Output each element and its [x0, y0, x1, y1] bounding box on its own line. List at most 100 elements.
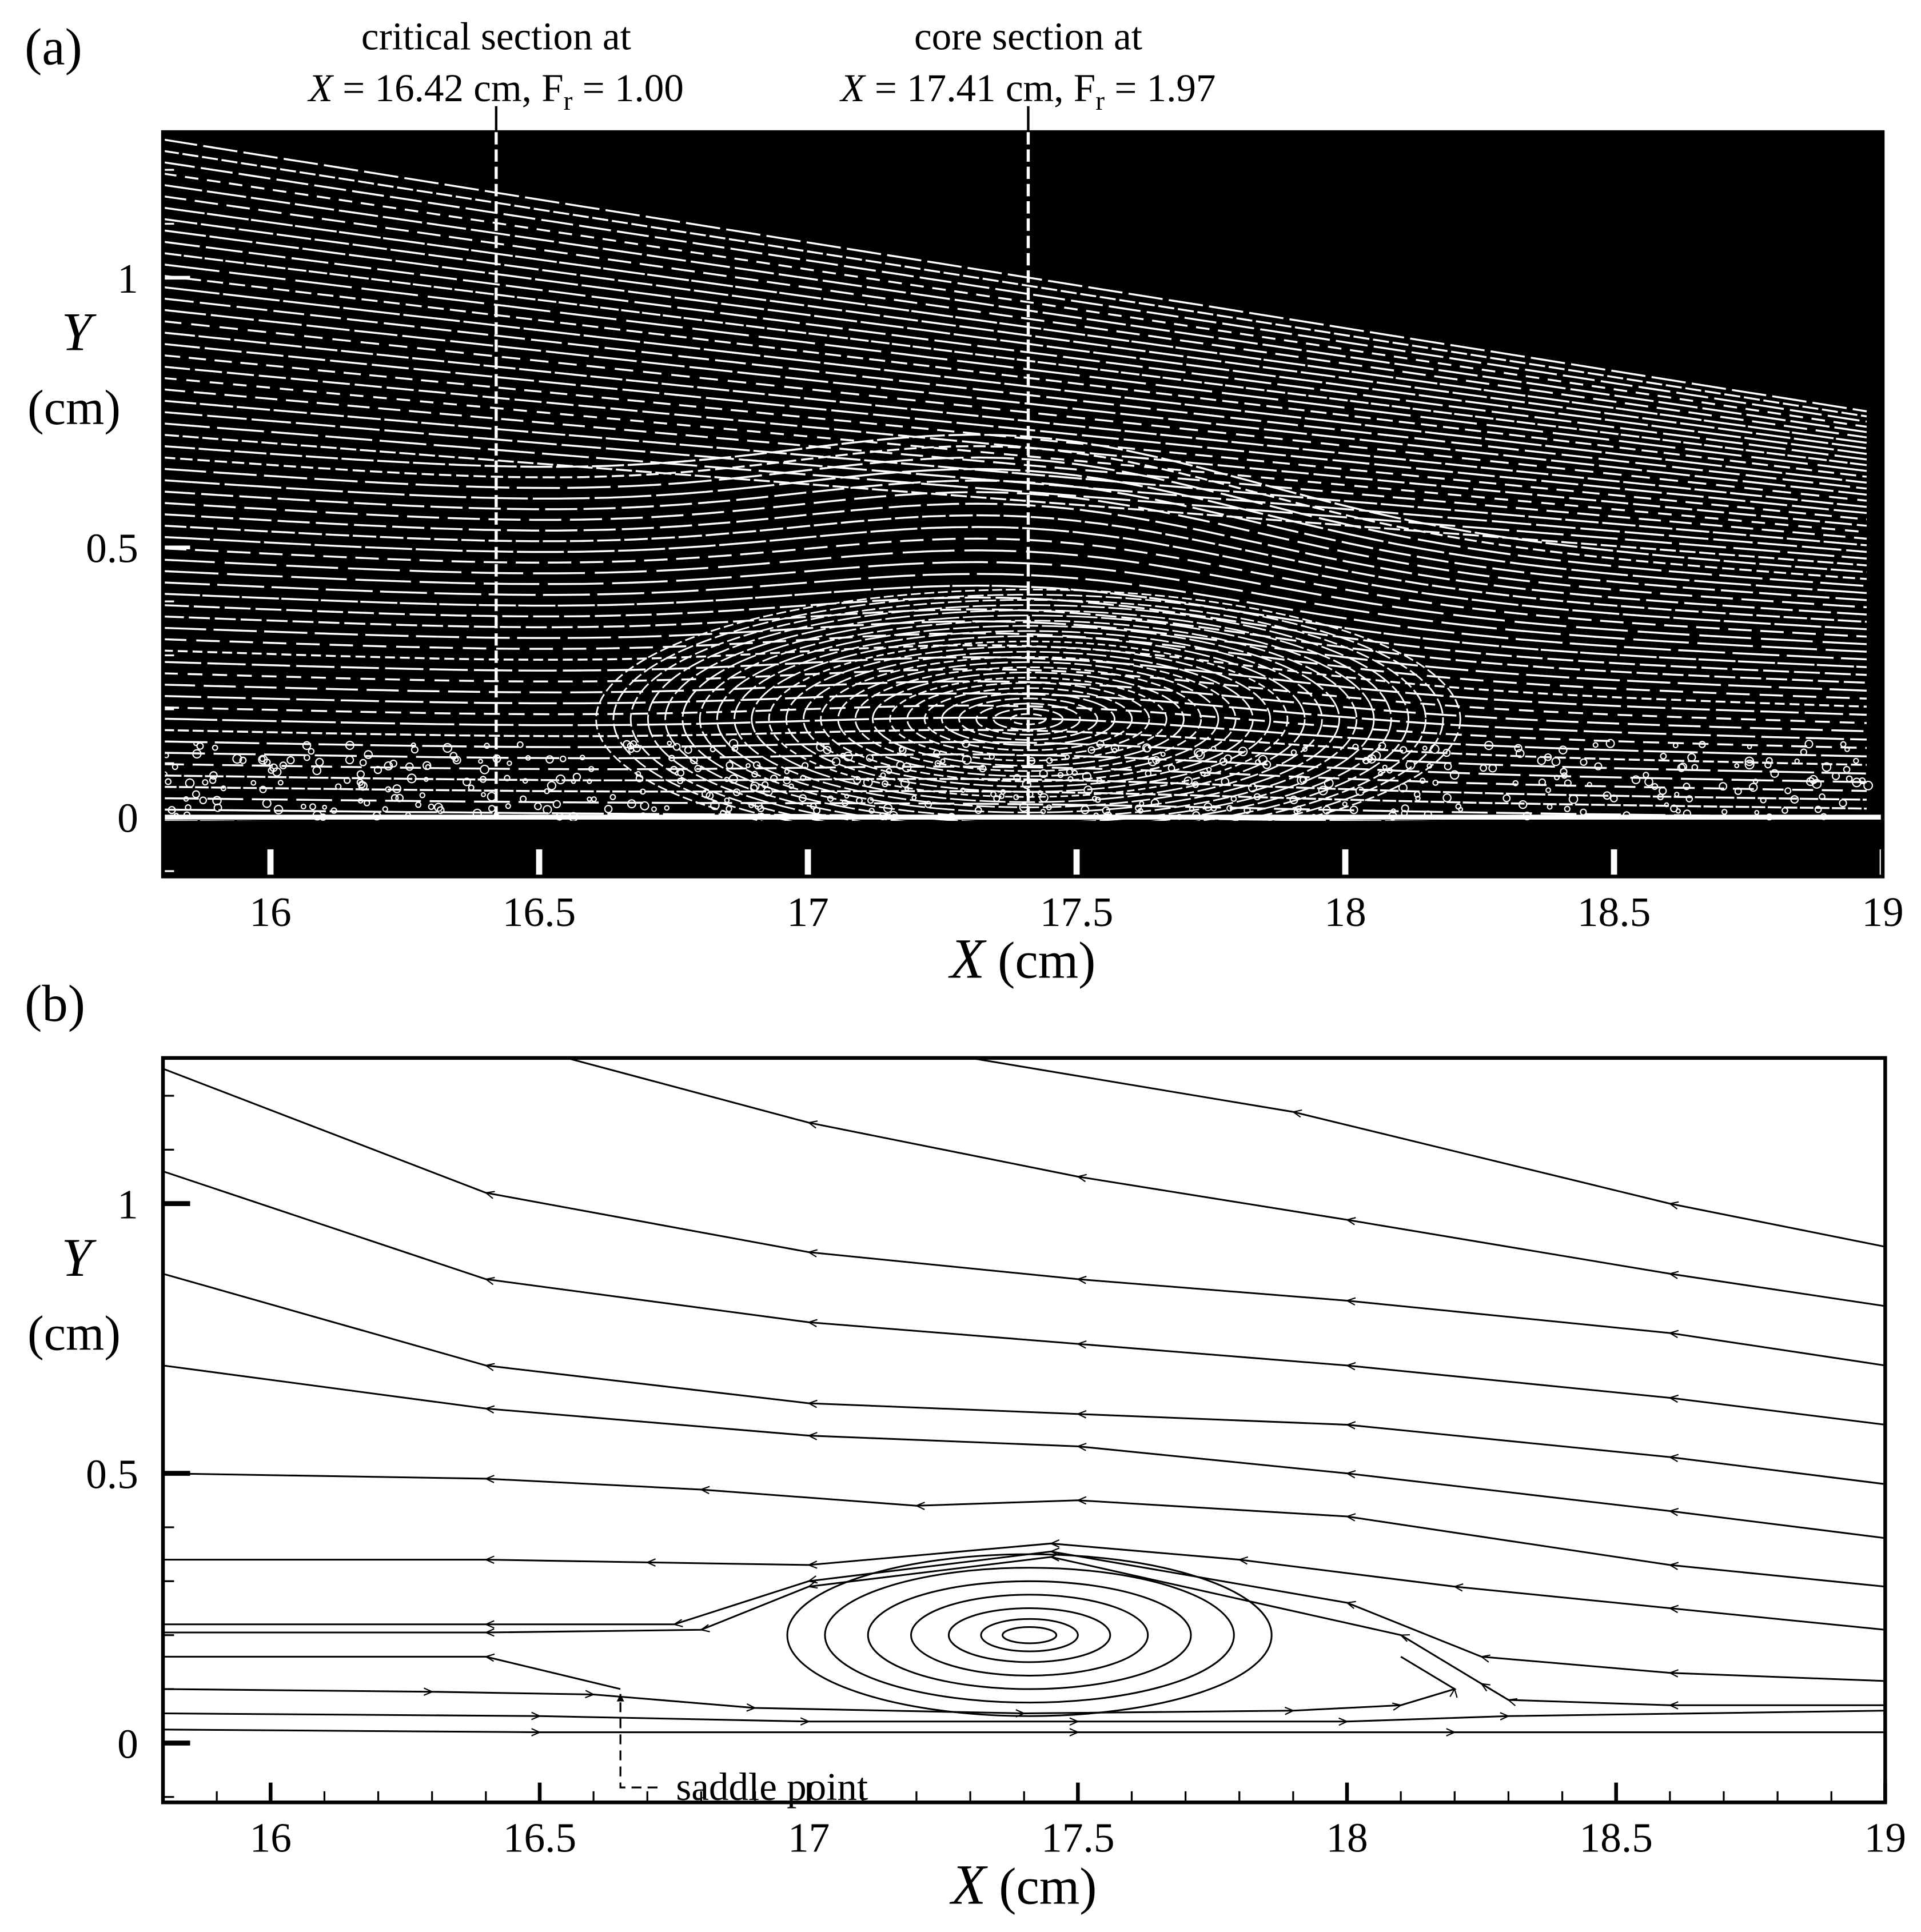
photo-speckle: [192, 749, 202, 759]
x-tick-label: 18.5: [1579, 1815, 1652, 1861]
photo-speckle: [579, 755, 585, 761]
x-axis-var: X: [949, 1853, 988, 1916]
section-value-part: X: [307, 66, 334, 110]
photo-speckle: [504, 775, 511, 781]
x-tick-label: 18.5: [1577, 889, 1651, 935]
photo-speckle: [911, 795, 917, 801]
photo-speckle: [1295, 805, 1302, 812]
photo-speckle: [1484, 740, 1494, 751]
photo-speckle: [1644, 777, 1653, 787]
y-axis-unit: (cm): [27, 1306, 121, 1361]
streamline: [163, 1170, 1886, 1426]
photo-speckle: [478, 759, 483, 764]
photo-speckle: [1442, 748, 1451, 757]
photo-speckle: [1843, 765, 1851, 773]
photo-speckle: [1449, 770, 1460, 780]
photo-streak: [163, 456, 1867, 587]
photo-speckle: [1442, 793, 1452, 803]
photo-speckle: [1013, 773, 1021, 782]
photo-speckle: [1432, 779, 1439, 786]
vortex-streamline: [910, 1594, 1149, 1676]
photo-speckle: [1554, 775, 1560, 781]
vortex-streamline: [786, 1553, 1273, 1717]
photo-speckle: [345, 755, 354, 765]
photo-speckle: [286, 756, 295, 765]
photo-speckle: [1400, 746, 1408, 754]
photo-speckle: [904, 785, 910, 791]
photo-speckle: [1502, 794, 1511, 803]
photo-speckle: [989, 753, 995, 760]
photo-speckle: [220, 785, 226, 792]
photo-streak: [163, 561, 1867, 653]
photo-speckle: [436, 806, 445, 815]
photo-speckle: [1719, 782, 1728, 791]
photo-speckle: [322, 804, 328, 810]
photo-speckle: [1839, 799, 1847, 808]
photo-speckle: [395, 793, 404, 803]
photo-streak: [163, 274, 1867, 478]
photo-speckle: [728, 774, 739, 784]
photo-streak: [163, 526, 1867, 630]
photo-speckle: [800, 775, 807, 781]
photo-speckle: [1559, 745, 1568, 755]
photo-speckle: [883, 803, 893, 813]
photo-speckle: [428, 803, 435, 811]
photo-speckle: [1342, 801, 1348, 807]
photo-speckle: [628, 747, 635, 753]
photo-speckle: [345, 740, 354, 750]
photo-speckle: [443, 743, 453, 753]
photo-speckle: [1800, 748, 1808, 756]
photo-speckle: [651, 806, 657, 812]
photo-speckle: [1200, 771, 1206, 777]
photo-speckle: [1781, 807, 1788, 814]
photo-streak: [163, 400, 1867, 546]
photo-speckle: [823, 745, 832, 755]
photo-speckle: [731, 745, 739, 752]
photo-speckle: [1067, 776, 1074, 783]
photo-streak: [163, 596, 1867, 676]
photo-speckle: [389, 759, 398, 768]
photo-speckle: [410, 742, 416, 748]
photo-streak: [163, 584, 1867, 668]
photo-speckle: [1822, 762, 1832, 772]
photo-speckle: [710, 746, 716, 753]
photo-speckle: [1226, 805, 1233, 812]
photo-speckle: [1096, 740, 1105, 748]
photo-speckle: [1390, 808, 1396, 814]
photo-speckle: [406, 773, 417, 784]
saddle-arrow: [616, 1694, 657, 1789]
streamline: [163, 1710, 1886, 1726]
photo-streak: [163, 263, 1867, 472]
photo-speckle: [1349, 805, 1358, 815]
photo-streak: [163, 286, 1867, 484]
flow-photo: [163, 132, 1883, 877]
panel-label: (b): [25, 975, 85, 1032]
photo-speckle: [192, 790, 200, 799]
streamline: [566, 1057, 1886, 1307]
photo-speckle: [1545, 787, 1552, 793]
photo-speckle: [392, 784, 401, 793]
photo-speckle: [1580, 758, 1588, 766]
photo-speckle: [419, 792, 426, 799]
photo-speckle: [855, 797, 863, 804]
photo-speckle: [1401, 804, 1409, 813]
photo-speckle: [1687, 753, 1696, 762]
photo-speckle: [635, 775, 644, 783]
photo-speckle: [1664, 802, 1669, 808]
photo-streak: [163, 549, 1867, 645]
section-value-part: = 1.00: [572, 66, 683, 110]
photo-speckle: [1605, 739, 1615, 748]
photo-speckle: [571, 779, 576, 784]
photo-speckle: [300, 804, 306, 809]
photo-speckle: [1046, 757, 1053, 764]
photo-speckle: [555, 775, 566, 785]
photo-speckle: [358, 781, 366, 789]
photo-speckle: [840, 752, 846, 759]
streamline: [163, 1728, 1886, 1737]
photo-speckle: [831, 757, 841, 767]
photo-speckle: [199, 796, 207, 804]
panel-label: (a): [25, 18, 82, 75]
photo-speckle: [863, 777, 873, 788]
